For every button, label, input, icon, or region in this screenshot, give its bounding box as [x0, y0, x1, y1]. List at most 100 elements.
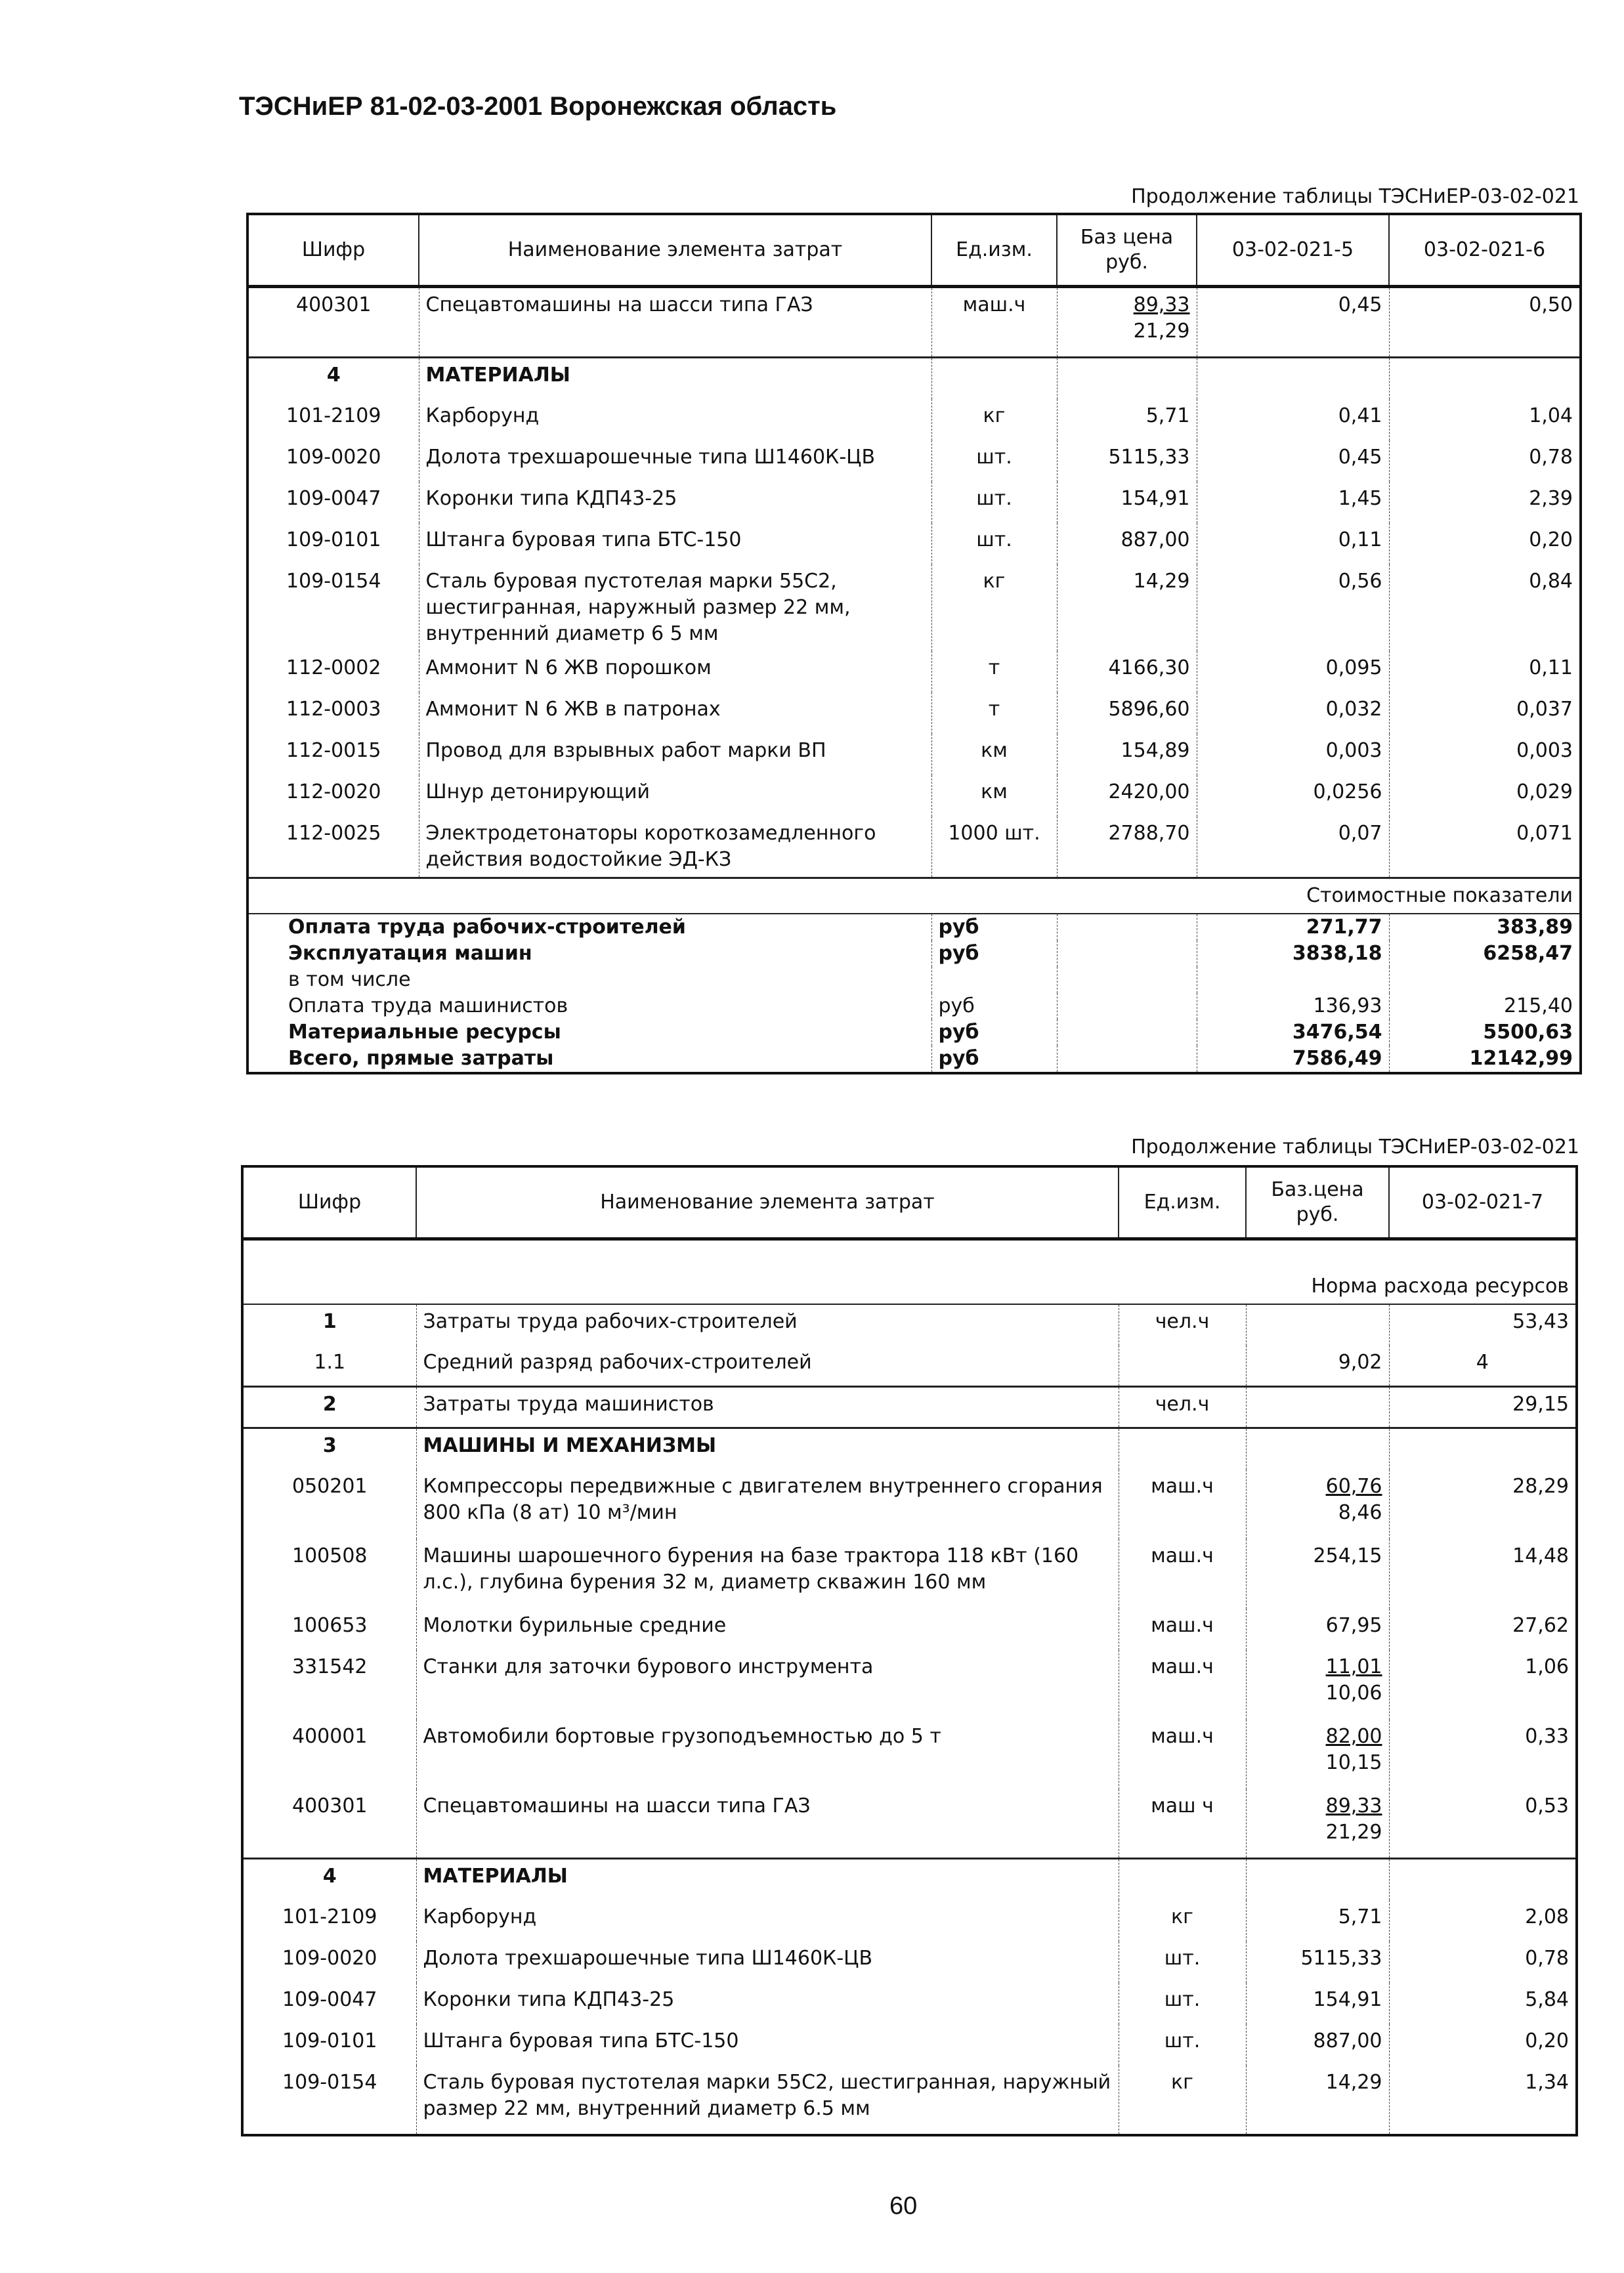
summary-row: Материальные ресурсы руб 3476,54 5500,63: [246, 1019, 1582, 1046]
row-value-6: 0,071: [1388, 817, 1582, 878]
summary-value-5: 271,77: [1196, 914, 1390, 941]
row-value-5: 0,56: [1196, 564, 1390, 651]
summary-value-5: 136,93: [1196, 993, 1390, 1019]
row-value-5: 1,45: [1196, 482, 1390, 523]
section-title: МАШИНЫ И МЕХАНИЗМЫ: [416, 1427, 1119, 1470]
row-value-7: 53,43: [1388, 1304, 1578, 1346]
section-row: 4 МАТЕРИАЛЫ: [246, 356, 1582, 399]
row-price: 887,00: [1056, 523, 1197, 564]
row-price: 82,00 10,15: [1245, 1719, 1390, 1789]
column-header: Наименование элемента затрат: [416, 1165, 1119, 1241]
summary-name: в том числе: [246, 967, 932, 993]
row-value-6: 2,39: [1388, 482, 1582, 523]
row-code: 101-2109: [246, 399, 419, 440]
row-value-6: 0,78: [1388, 440, 1582, 482]
row-name: Долота трехшарошечные типа Ш1460К-ЦВ: [416, 1941, 1119, 1983]
row-name: Штанга буровая типа БТС-150: [416, 2024, 1119, 2066]
table-row: 109-0101 Штанга буровая типа БТС-150 шт. 88…: [246, 523, 1582, 564]
row-code: 109-0101: [246, 523, 419, 564]
table-row: 100653 Молотки бурильные средние маш.ч 67,9…: [241, 1608, 1578, 1650]
row-value-7: 0,78: [1388, 1941, 1578, 1983]
row-name: Долота трехшарошечные типа Ш1460К-ЦВ: [418, 440, 932, 482]
row-unit: кг: [1118, 2065, 1247, 2136]
summary-value-5: 3838,18: [1196, 941, 1390, 967]
row-price: 2788,70: [1056, 817, 1197, 878]
table-row: 109-0020 Долота трехшарошечные типа Ш1460…: [241, 1941, 1578, 1983]
empty-cell: [1056, 941, 1197, 967]
summary-value-6: 12142,99: [1388, 1046, 1582, 1074]
row-unit: км: [931, 734, 1058, 775]
cost-indicators-label: Стоимостные показатели: [246, 877, 1582, 914]
row-code: 400301: [241, 1789, 417, 1859]
row-value-6: 0,50: [1388, 286, 1582, 357]
summary-value-6: 215,40: [1388, 993, 1582, 1019]
row-unit: кг: [1118, 1900, 1247, 1942]
row-unit: маш.ч: [1118, 1649, 1247, 1720]
row-name: Автомобили бортовые грузоподъемностью до…: [416, 1719, 1119, 1789]
row-price: 4166,30: [1056, 651, 1197, 692]
row-name: Спецавтомашины на шасси типа ГАЗ: [416, 1789, 1119, 1859]
row-value-5: 0,095: [1196, 651, 1390, 692]
row-value-5: 0,003: [1196, 734, 1390, 775]
column-header: Баз.цена руб.: [1245, 1165, 1390, 1241]
row-name: Шнур детонирующий: [418, 775, 932, 817]
row-value-7: 14,48: [1388, 1539, 1578, 1609]
row-name: Карборунд: [418, 399, 932, 440]
row-name: Карборунд: [416, 1900, 1119, 1942]
column-header: 03-02-021-7: [1388, 1165, 1578, 1241]
row-value-5: 0,032: [1196, 692, 1390, 734]
row-code: 4: [241, 1858, 417, 1900]
row-value-6: 0,037: [1388, 692, 1582, 734]
row-code: 109-0047: [241, 1982, 417, 2024]
row-unit: чел.ч: [1118, 1386, 1247, 1428]
table-row: 109-0020 Долота трехшарошечные типа Ш1460…: [246, 440, 1582, 482]
row-unit: шт.: [931, 523, 1058, 564]
row-price: 89,33 21,29: [1245, 1789, 1390, 1859]
section-row: 2 Затраты труда машинистов чел.ч 29,15: [241, 1386, 1578, 1428]
row-code: 112-0003: [246, 692, 419, 734]
row-price: 5,71: [1056, 399, 1197, 440]
page-number: 60: [889, 2192, 918, 2220]
row-code: 112-0020: [246, 775, 419, 817]
row-code: 112-0002: [246, 651, 419, 692]
table-row: 109-0047 Коронки типа КДП43-25 шт. 154,91 1,…: [246, 482, 1582, 523]
summary-name: Материальные ресурсы: [246, 1019, 932, 1046]
row-code: 109-0047: [246, 482, 419, 523]
summary-value-5: 7586,49: [1196, 1046, 1390, 1074]
summary-name: Эксплуатация машин: [246, 941, 932, 967]
row-unit: маш.ч: [1118, 1719, 1247, 1789]
column-header: 03-02-021-5: [1196, 213, 1390, 288]
table1: Шифр Наименование элемента затрат Ед.изм. Б…: [246, 213, 1582, 1074]
empty-cell: [1056, 967, 1197, 993]
table-row: 109-0154 Сталь буровая пустотелая марки 5…: [246, 564, 1582, 651]
row-name: Сталь буровая пустотелая марки 55С2, шес…: [416, 2065, 1119, 2136]
summary-unit: руб: [931, 1046, 1058, 1074]
row-unit: [1118, 1427, 1247, 1470]
table-row: 112-0002 Аммонит N 6 ЖВ порошком т 4166,30 0…: [246, 651, 1582, 692]
row-code: 100508: [241, 1539, 417, 1609]
row-name: Коронки типа КДП43-25: [416, 1982, 1119, 2024]
row-name: Аммонит N 6 ЖВ в патронах: [418, 692, 932, 734]
row-code: 400001: [241, 1719, 417, 1789]
price-wage-value: 21,29: [1325, 1820, 1382, 1844]
summary-value-6: 6258,47: [1388, 941, 1582, 967]
row-price: 14,29: [1056, 564, 1197, 651]
summary-value-6: 383,89: [1388, 914, 1582, 941]
empty-cell: [1056, 914, 1197, 941]
row-price: 5896,60: [1056, 692, 1197, 734]
price-wage-value: 10,15: [1325, 1751, 1382, 1774]
row-unit: шт.: [931, 482, 1058, 523]
row-unit: т: [931, 692, 1058, 734]
row-code: 1.1: [241, 1345, 417, 1387]
row-name: Молотки бурильные средние: [416, 1608, 1119, 1650]
empty-cell: [1056, 993, 1197, 1019]
table-row: 400301 Спецавтомашины на шасси типа ГАЗ ма…: [246, 286, 1582, 357]
column-header: Ед.изм.: [1118, 1165, 1247, 1241]
row-value-5: 0,07: [1196, 817, 1390, 878]
table-row: 400001 Автомобили бортовые грузоподъемнос…: [241, 1719, 1578, 1789]
row-value-5: 0,11: [1196, 523, 1390, 564]
empty-cell: [931, 356, 1058, 399]
row-value-5: 0,0256: [1196, 775, 1390, 817]
empty-cell: [1056, 1046, 1197, 1074]
row-value-7: 0,33: [1388, 1719, 1578, 1789]
